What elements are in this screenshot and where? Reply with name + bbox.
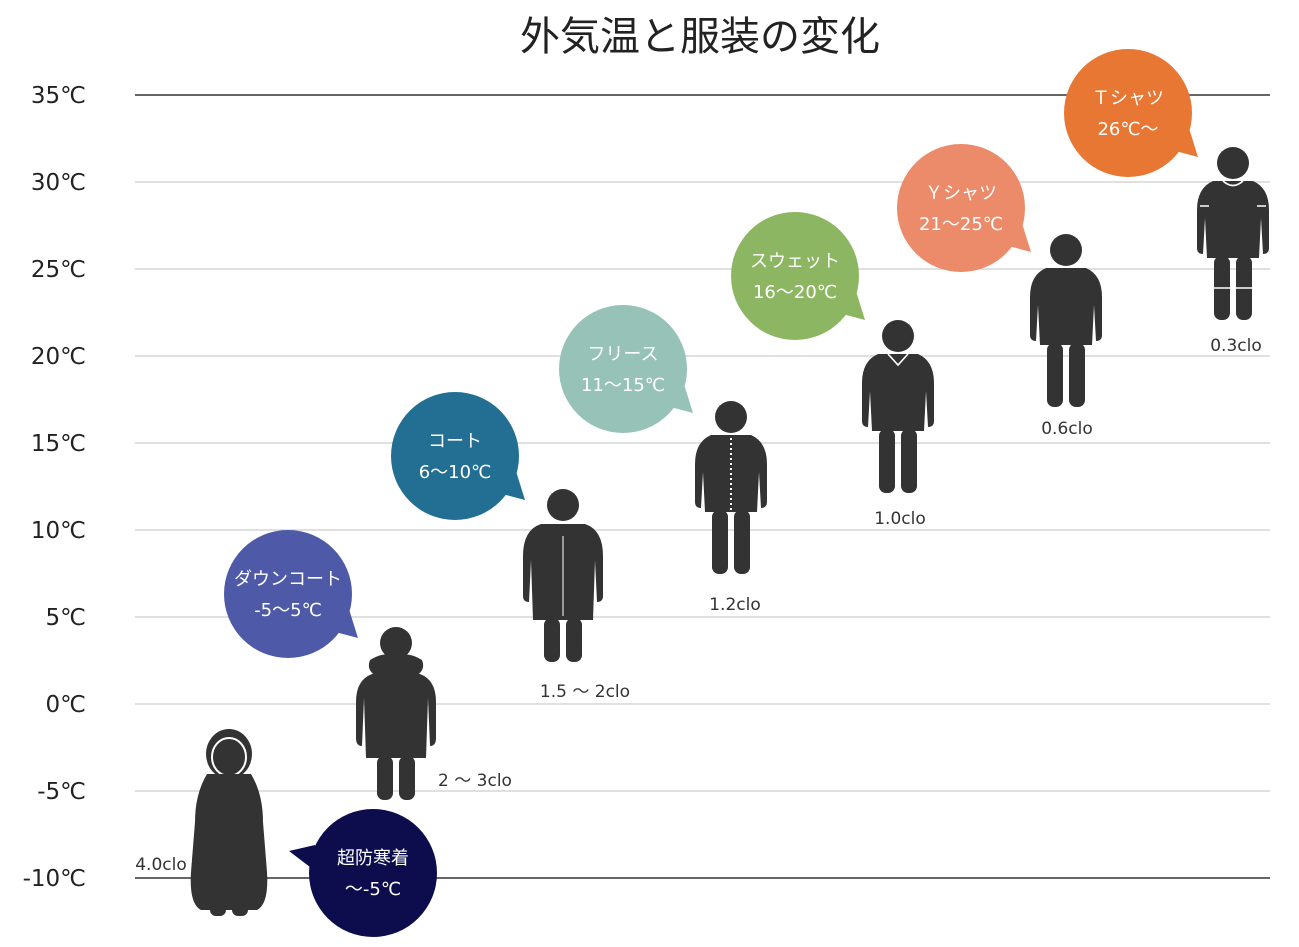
person-figure-fleece (695, 401, 767, 574)
clo-value-label: 1.2clo (709, 595, 761, 615)
chart-title: 外気温と服装の変化 (520, 14, 880, 60)
long-parka-body (190, 774, 268, 910)
head (1217, 147, 1249, 179)
speech-bubble-fleece: フリース 11～15℃ (559, 305, 693, 433)
temperature-range-label: 6～10℃ (419, 462, 492, 483)
necktie (1060, 270, 1072, 313)
person-figure-t-shirt (1197, 147, 1269, 320)
y-tick-label: 15℃ (31, 431, 86, 457)
clothing-label: Ｙシャツ (925, 183, 997, 204)
clothing-label: コート (428, 431, 482, 452)
left-leg (1047, 343, 1063, 407)
clothing-item-t-shirt: Ｔシャツ 26℃～ 0.3clo (1064, 49, 1269, 356)
coat-button (393, 699, 399, 705)
right-leg (1069, 343, 1085, 407)
bubble-circle (731, 212, 859, 340)
person-figure-y-shirt (1030, 234, 1102, 407)
clothing-label: フリース (587, 344, 658, 365)
grid-layer (135, 94, 1270, 879)
head (715, 401, 747, 433)
clo-value-label: 4.0clo (135, 855, 187, 875)
bubble-circle (897, 144, 1025, 272)
clothing-label: ダウンコート (234, 569, 342, 590)
right-leg (566, 618, 582, 662)
speech-bubble-coat: コート 6～10℃ (391, 392, 525, 520)
person-figure-sweat (862, 320, 934, 493)
temperature-range-label: 21～25℃ (919, 214, 1003, 235)
y-tick-label: 20℃ (31, 344, 86, 370)
sweat-body (862, 354, 934, 431)
bubble-circle (1064, 49, 1192, 177)
y-tick-label: 10℃ (31, 518, 86, 544)
clothing-item-fleece: フリース 11～15℃ 1.2clo (559, 305, 767, 615)
y-axis: 35℃ 30℃ 25℃ 20℃ 15℃ 10℃ 5℃ 0℃ -5℃ -10℃ (23, 83, 86, 892)
clothing-label: Ｔシャツ (1092, 88, 1164, 109)
clo-value-label: 0.6clo (1041, 419, 1093, 439)
left-boot (210, 904, 226, 916)
y-tick-label: 25℃ (31, 257, 86, 283)
clothing-item-sweat: スウェット 16～20℃ 1.0clo (731, 212, 934, 529)
tshirt-body (1197, 181, 1269, 258)
left-leg (377, 756, 393, 800)
clothing-item-down-coat: ダウンコート -5～5℃ 2 ～ 3clo (224, 530, 512, 800)
right-leg (734, 510, 750, 574)
temperature-range-label: -5～5℃ (254, 600, 322, 621)
clothing-item-coat: コート 6～10℃ 1.5 ～ 2clo (391, 392, 630, 702)
head (547, 489, 579, 521)
fur-collar (368, 654, 424, 676)
y-tick-label: 5℃ (46, 605, 86, 631)
collar-v (557, 524, 569, 536)
coat-button (393, 711, 399, 717)
shirt-pocket (1239, 196, 1249, 205)
speech-bubble-down-coat: ダウンコート -5～5℃ (224, 530, 358, 658)
left-leg (712, 510, 728, 574)
head (882, 320, 914, 352)
clothing-label: スウェット (750, 251, 840, 272)
person-figure-extreme-cold (190, 729, 268, 916)
clothing-label: 超防寒着 (337, 848, 409, 869)
y-tick-label: 0℃ (46, 692, 86, 718)
bubble-circle (309, 809, 437, 937)
clothing-items: 超防寒着 ～-5℃ 4.0clo ダウンコート -5～5℃ 2 ～ 3clo コート 6～10… (135, 49, 1269, 937)
hood-rim (211, 737, 247, 777)
clo-value-label: 0.3clo (1210, 336, 1262, 356)
head (380, 627, 412, 659)
speech-bubble-sweat: スウェット 16～20℃ (731, 212, 865, 340)
bubble-circle (224, 530, 352, 658)
y-tick-label: -5℃ (37, 779, 86, 805)
person-figure-down-coat (356, 627, 436, 800)
temperature-range-label: 11～15℃ (581, 375, 665, 396)
right-boot (232, 904, 248, 916)
y-tick-label: -10℃ (23, 866, 86, 892)
temperature-range-label: ～-5℃ (345, 879, 401, 900)
y-tick-label: 35℃ (31, 83, 86, 109)
left-leg (544, 618, 560, 662)
clo-value-label: 2 ～ 3clo (438, 771, 512, 791)
coat-button (393, 687, 399, 693)
speech-bubble-t-shirt: Ｔシャツ 26℃～ (1064, 49, 1198, 177)
person-figure-coat (523, 489, 603, 662)
clo-value-label: 1.5 ～ 2clo (540, 682, 630, 702)
head (1050, 234, 1082, 266)
bubble-circle (559, 305, 687, 433)
tshirt-collar (1222, 180, 1244, 187)
clothing-item-extreme-cold: 超防寒着 ～-5℃ 4.0clo (135, 729, 437, 937)
sweat-collar (887, 353, 909, 367)
temperature-range-label: 26℃～ (1097, 119, 1158, 140)
clothing-item-y-shirt: Ｙシャツ 21～25℃ 0.6clo (897, 144, 1102, 439)
temperature-range-label: 16～20℃ (753, 282, 837, 303)
left-leg (879, 429, 895, 493)
speech-bubble-extreme-cold: 超防寒着 ～-5℃ (289, 809, 437, 937)
right-leg (399, 756, 415, 800)
bubble-circle (391, 392, 519, 520)
coat-button (393, 723, 399, 729)
speech-bubble-y-shirt: Ｙシャツ 21～25℃ (897, 144, 1031, 272)
y-tick-label: 30℃ (31, 170, 86, 196)
clo-value-label: 1.0clo (874, 509, 926, 529)
right-leg (901, 429, 917, 493)
